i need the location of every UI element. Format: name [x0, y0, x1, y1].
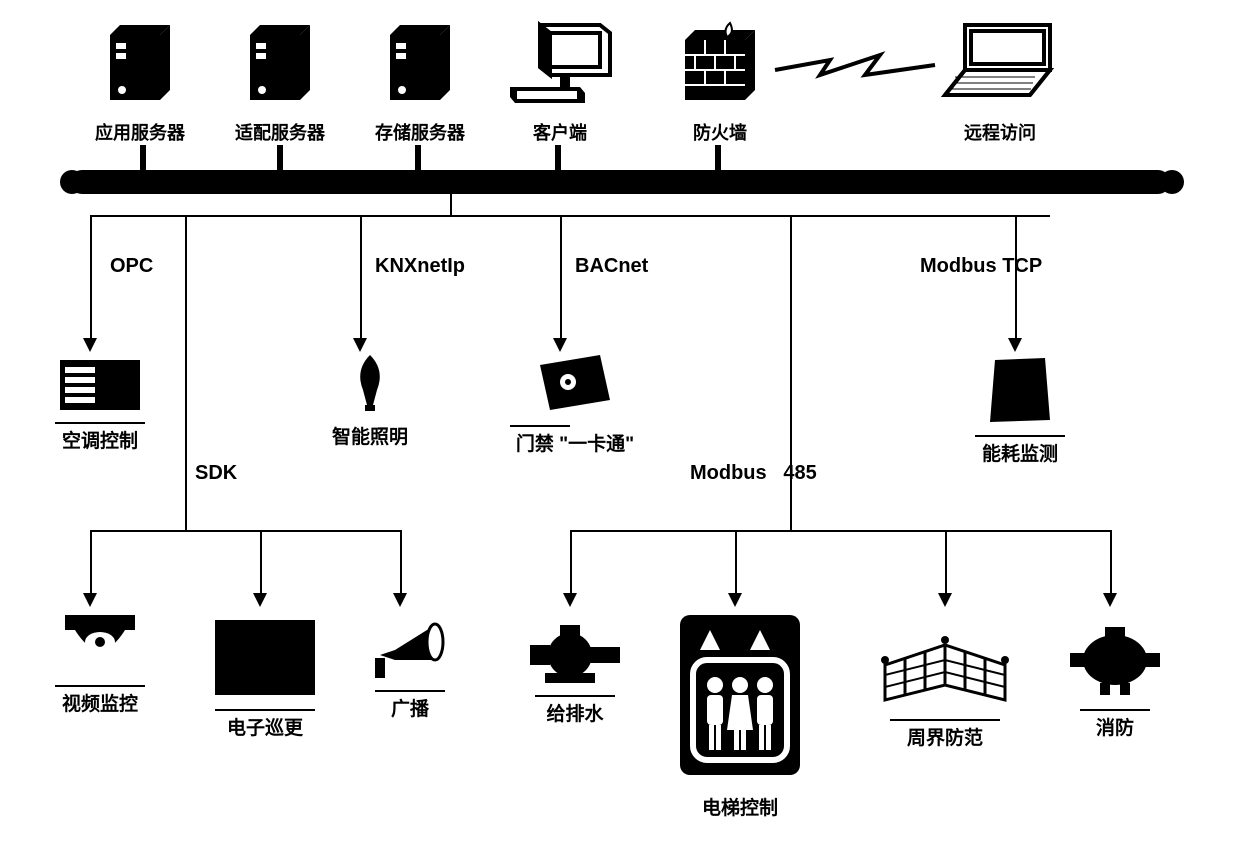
elevator-node: 电梯控制: [670, 610, 810, 820]
store-server-label: 存储服务器: [360, 119, 480, 145]
modbus485-hline: [570, 530, 1112, 532]
arrow-icon: [83, 338, 97, 352]
client-label: 客户端: [500, 119, 620, 145]
adapt-server-label: 适配服务器: [220, 119, 340, 145]
arrow-icon: [393, 593, 407, 607]
hvac-node: 空调控制: [45, 355, 155, 453]
water-label: 给排水: [520, 699, 630, 726]
bacnet-drop: [560, 215, 562, 340]
m485-drop: [570, 530, 572, 595]
lightning-link-icon: [770, 45, 940, 95]
firewall-label: 防火墙: [660, 119, 780, 145]
bulb-icon: [345, 350, 395, 415]
energy-node: 能耗监测: [965, 350, 1075, 466]
perimeter-node: 周界防范: [875, 615, 1015, 750]
fire-node: 消防: [1060, 615, 1170, 740]
patrol-node: 电子巡更: [200, 615, 330, 740]
app-server: 应用服务器: [80, 15, 200, 145]
network-bus: [70, 170, 1170, 194]
broadcast-node: 广播: [360, 610, 460, 721]
server-icon: [380, 15, 460, 110]
sdk-drop: [260, 530, 262, 595]
knx-label: KNXnetIp: [375, 255, 465, 278]
server-icon: [100, 15, 180, 110]
fence-icon: [875, 615, 1015, 710]
sdk-hline: [90, 530, 402, 532]
fire-label: 消防: [1060, 713, 1170, 740]
app-server-label: 应用服务器: [80, 119, 200, 145]
client: 客户端: [500, 15, 620, 145]
bacnet-label: BACnet: [575, 255, 648, 278]
arrow-icon: [728, 593, 742, 607]
horn-icon: [365, 610, 455, 685]
perimeter-label: 周界防范: [875, 723, 1015, 750]
adapt-server: 适配服务器: [220, 15, 340, 145]
row1-hline: [90, 215, 1050, 217]
arrow-icon: [253, 593, 267, 607]
sdk-drop: [400, 530, 402, 595]
arrow-icon: [1103, 593, 1117, 607]
sdk-label: SDK: [195, 462, 237, 485]
pc-icon: [505, 15, 615, 110]
energy-label: 能耗监测: [965, 439, 1075, 466]
firewall: 防火墙: [660, 15, 780, 145]
card-icon: [530, 350, 620, 420]
pump-icon: [525, 615, 625, 690]
water-node: 给排水: [520, 615, 630, 726]
lighting-node: 智能照明: [325, 350, 415, 449]
fire-icon: [1065, 615, 1165, 700]
sdk-drop: [90, 530, 92, 595]
hvac-label: 空调控制: [45, 426, 155, 453]
broadcast-label: 广播: [360, 694, 460, 721]
sdk-trunk: [185, 215, 187, 530]
screen-icon: [205, 615, 325, 700]
hvac-icon: [55, 355, 145, 415]
store-server: 存储服务器: [360, 15, 480, 145]
access-node: 门禁 "一卡通": [500, 350, 650, 456]
m485-drop: [735, 530, 737, 595]
bus-cap-left: [60, 170, 84, 194]
server-icon: [240, 15, 320, 110]
opc-label: OPC: [110, 255, 153, 278]
bus-cap-right: [1160, 170, 1184, 194]
arrow-icon: [83, 593, 97, 607]
access-label: 门禁 "一卡通": [500, 429, 650, 456]
top-row: 应用服务器 适配服务器 存储服务器 客户端 防火墙 远程访问: [0, 15, 1240, 155]
modbus485-label: Modbus 485: [690, 462, 817, 485]
m485-drop: [1110, 530, 1112, 595]
knx-drop: [360, 215, 362, 340]
camera-icon: [55, 610, 145, 680]
video-node: 视频监控: [45, 610, 155, 716]
arrow-icon: [563, 593, 577, 607]
elevator-label: 电梯控制: [670, 793, 810, 820]
remote-label: 远程访问: [930, 119, 1070, 145]
firewall-icon: [675, 15, 765, 110]
lighting-label: 智能照明: [325, 422, 415, 449]
meter-icon: [980, 350, 1060, 430]
patrol-label: 电子巡更: [200, 713, 330, 740]
bus-drop: [450, 194, 452, 215]
video-label: 视频监控: [45, 689, 155, 716]
elevator-icon: [675, 610, 805, 780]
opc-drop: [90, 215, 92, 340]
m485-drop: [945, 530, 947, 595]
remote: 远程访问: [930, 15, 1070, 145]
arrow-icon: [938, 593, 952, 607]
modbustcp-label: Modbus TCP: [920, 255, 1042, 278]
laptop-icon: [935, 15, 1065, 110]
